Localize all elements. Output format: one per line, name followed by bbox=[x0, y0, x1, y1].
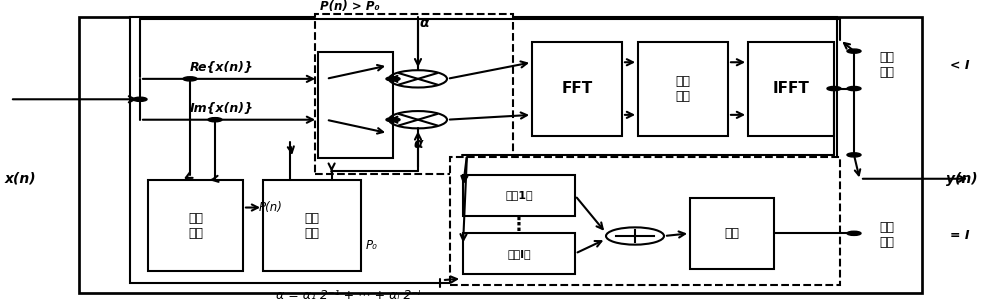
Circle shape bbox=[208, 118, 222, 122]
Text: 辭代
次数: 辭代 次数 bbox=[880, 221, 895, 249]
Circle shape bbox=[847, 49, 861, 53]
Text: 辭代
次数: 辭代 次数 bbox=[880, 51, 895, 79]
FancyBboxPatch shape bbox=[690, 198, 774, 269]
Text: FFT: FFT bbox=[561, 81, 593, 96]
FancyBboxPatch shape bbox=[463, 175, 575, 216]
FancyBboxPatch shape bbox=[263, 180, 361, 271]
Circle shape bbox=[386, 118, 400, 122]
FancyBboxPatch shape bbox=[463, 233, 575, 274]
FancyBboxPatch shape bbox=[532, 42, 622, 136]
Text: ⋮: ⋮ bbox=[510, 216, 528, 233]
Text: x(n): x(n) bbox=[5, 172, 37, 186]
Text: 右移1位: 右移1位 bbox=[505, 190, 533, 200]
Text: < I: < I bbox=[950, 59, 970, 72]
FancyBboxPatch shape bbox=[318, 52, 393, 158]
Circle shape bbox=[847, 153, 861, 157]
Text: 右移l位: 右移l位 bbox=[507, 249, 531, 259]
FancyBboxPatch shape bbox=[148, 180, 243, 271]
Circle shape bbox=[847, 86, 861, 91]
Text: IFFT: IFFT bbox=[773, 81, 809, 96]
FancyBboxPatch shape bbox=[79, 17, 922, 293]
Text: P(n): P(n) bbox=[259, 201, 283, 214]
Text: 计算
功率: 计算 功率 bbox=[188, 212, 203, 240]
Text: = I: = I bbox=[950, 229, 970, 242]
Text: α = α₁ 2⁻¹ + ⋯ + αₗ 2⁻ˡ: α = α₁ 2⁻¹ + ⋯ + αₗ 2⁻ˡ bbox=[276, 289, 420, 302]
Text: α: α bbox=[413, 137, 423, 151]
FancyBboxPatch shape bbox=[638, 42, 728, 136]
Circle shape bbox=[183, 77, 197, 81]
Text: Re{x(n)}: Re{x(n)} bbox=[190, 61, 254, 74]
Text: 频域
滤波: 频域 滤波 bbox=[676, 74, 690, 102]
Circle shape bbox=[847, 231, 861, 235]
Circle shape bbox=[133, 97, 147, 101]
Text: 门限
判决: 门限 判决 bbox=[304, 212, 320, 240]
Circle shape bbox=[827, 86, 841, 91]
Text: 截位: 截位 bbox=[724, 227, 740, 240]
FancyBboxPatch shape bbox=[748, 42, 834, 136]
Text: α: α bbox=[419, 16, 429, 30]
Text: P(n) > P₀: P(n) > P₀ bbox=[320, 0, 380, 13]
Text: Im{x(n)}: Im{x(n)} bbox=[190, 102, 254, 115]
Text: P₀: P₀ bbox=[366, 239, 378, 252]
FancyBboxPatch shape bbox=[130, 17, 837, 283]
Circle shape bbox=[386, 77, 400, 81]
FancyBboxPatch shape bbox=[450, 157, 840, 285]
FancyBboxPatch shape bbox=[315, 14, 513, 174]
Text: y(n): y(n) bbox=[946, 172, 978, 186]
